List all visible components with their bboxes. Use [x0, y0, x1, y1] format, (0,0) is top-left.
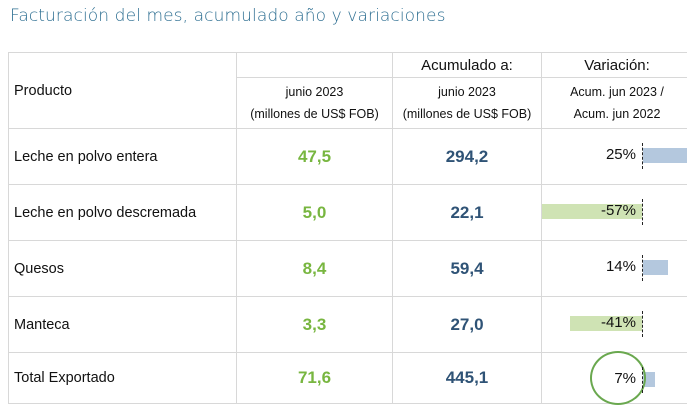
month-value: 47,5 — [236, 128, 393, 185]
acum-value: 59,4 — [392, 240, 542, 297]
header-acum-line2: (millones de US$ FOB) — [402, 107, 532, 121]
header-month-line1: junio 2023 — [285, 85, 344, 99]
table-row: Leche en polvo descremada 5,0 22,1 -57% — [8, 184, 687, 241]
highlight-circle — [590, 351, 646, 405]
product-cell: Quesos — [8, 240, 237, 297]
variation-axis — [642, 255, 643, 281]
variation-bar-positive — [643, 148, 687, 163]
variation-bar-negative — [570, 316, 642, 331]
table-row: Manteca 3,3 27,0 -41% — [8, 296, 687, 353]
month-value: 71,6 — [236, 352, 393, 404]
table-row: Leche en polvo entera 47,5 294,2 25% — [8, 128, 687, 185]
variation-cell: -41% — [541, 296, 687, 353]
header-month: junio 2023 (millones de US$ FOB) — [236, 77, 393, 129]
header-month-line2: (millones de US$ FOB) — [250, 107, 379, 121]
variation-label: -41% — [600, 314, 636, 331]
variation-axis — [642, 311, 643, 337]
variation-bar-positive — [643, 260, 668, 275]
page-title: Facturación del mes, acumulado año y var… — [10, 6, 446, 26]
product-cell: Manteca — [8, 296, 237, 353]
header-acumulado: Acumulado a: — [392, 52, 542, 78]
variation-axis — [642, 143, 643, 169]
header-acum: junio 2023 (millones de US$ FOB) — [392, 77, 542, 129]
header-acum-line1: junio 2023 — [438, 85, 496, 99]
variation-cell: 7% — [541, 351, 687, 405]
header-var: Acum. jun 2023 / Acum. jun 2022 — [541, 77, 687, 129]
variation-bar-area: -41% — [542, 297, 687, 352]
variation-bar-area: 7% — [542, 351, 687, 405]
variation-bar-area: 14% — [542, 241, 687, 296]
header-month-top — [236, 52, 393, 78]
table-subheader-row: junio 2023 (millones de US$ FOB) junio 2… — [9, 77, 687, 129]
variation-cell: 25% — [541, 128, 687, 185]
acum-value: 445,1 — [392, 352, 542, 404]
month-value: 5,0 — [236, 184, 393, 241]
header-var-line1: Acum. jun 2023 / — [570, 85, 664, 99]
header-product-label: Producto — [14, 82, 73, 99]
header-variacion: Variación: — [541, 52, 687, 78]
acum-value: 22,1 — [392, 184, 542, 241]
table-row: Quesos 8,4 59,4 14% — [8, 240, 687, 297]
variation-cell: -57% — [541, 184, 687, 241]
table-header-row: Producto Acumulado a: Variación: — [8, 52, 687, 129]
acum-value: 294,2 — [392, 128, 542, 185]
month-value: 3,3 — [236, 296, 393, 353]
product-cell: Leche en polvo descremada — [8, 184, 237, 241]
acum-value: 27,0 — [392, 296, 542, 353]
variation-label: -57% — [600, 202, 636, 219]
variation-axis — [642, 199, 643, 225]
variation-bar-area: -57% — [542, 185, 687, 240]
product-cell: Total Exportado — [8, 352, 237, 404]
billing-table: Producto Acumulado a: Variación: junio 2… — [8, 52, 687, 405]
variation-axis — [642, 367, 643, 393]
month-value: 8,4 — [236, 240, 393, 297]
variation-bar-negative — [542, 204, 642, 219]
variation-cell: 14% — [541, 240, 687, 297]
header-product: Producto — [8, 52, 237, 129]
product-cell: Leche en polvo entera — [8, 128, 237, 185]
header-var-line2: Acum. jun 2022 — [573, 107, 661, 121]
variation-label: 14% — [605, 258, 636, 275]
variation-bar-positive — [643, 372, 655, 387]
table-row-total: Total Exportado 71,6 445,1 7% — [8, 351, 687, 405]
variation-label: 25% — [605, 146, 636, 163]
variation-bar-area: 25% — [542, 129, 687, 184]
